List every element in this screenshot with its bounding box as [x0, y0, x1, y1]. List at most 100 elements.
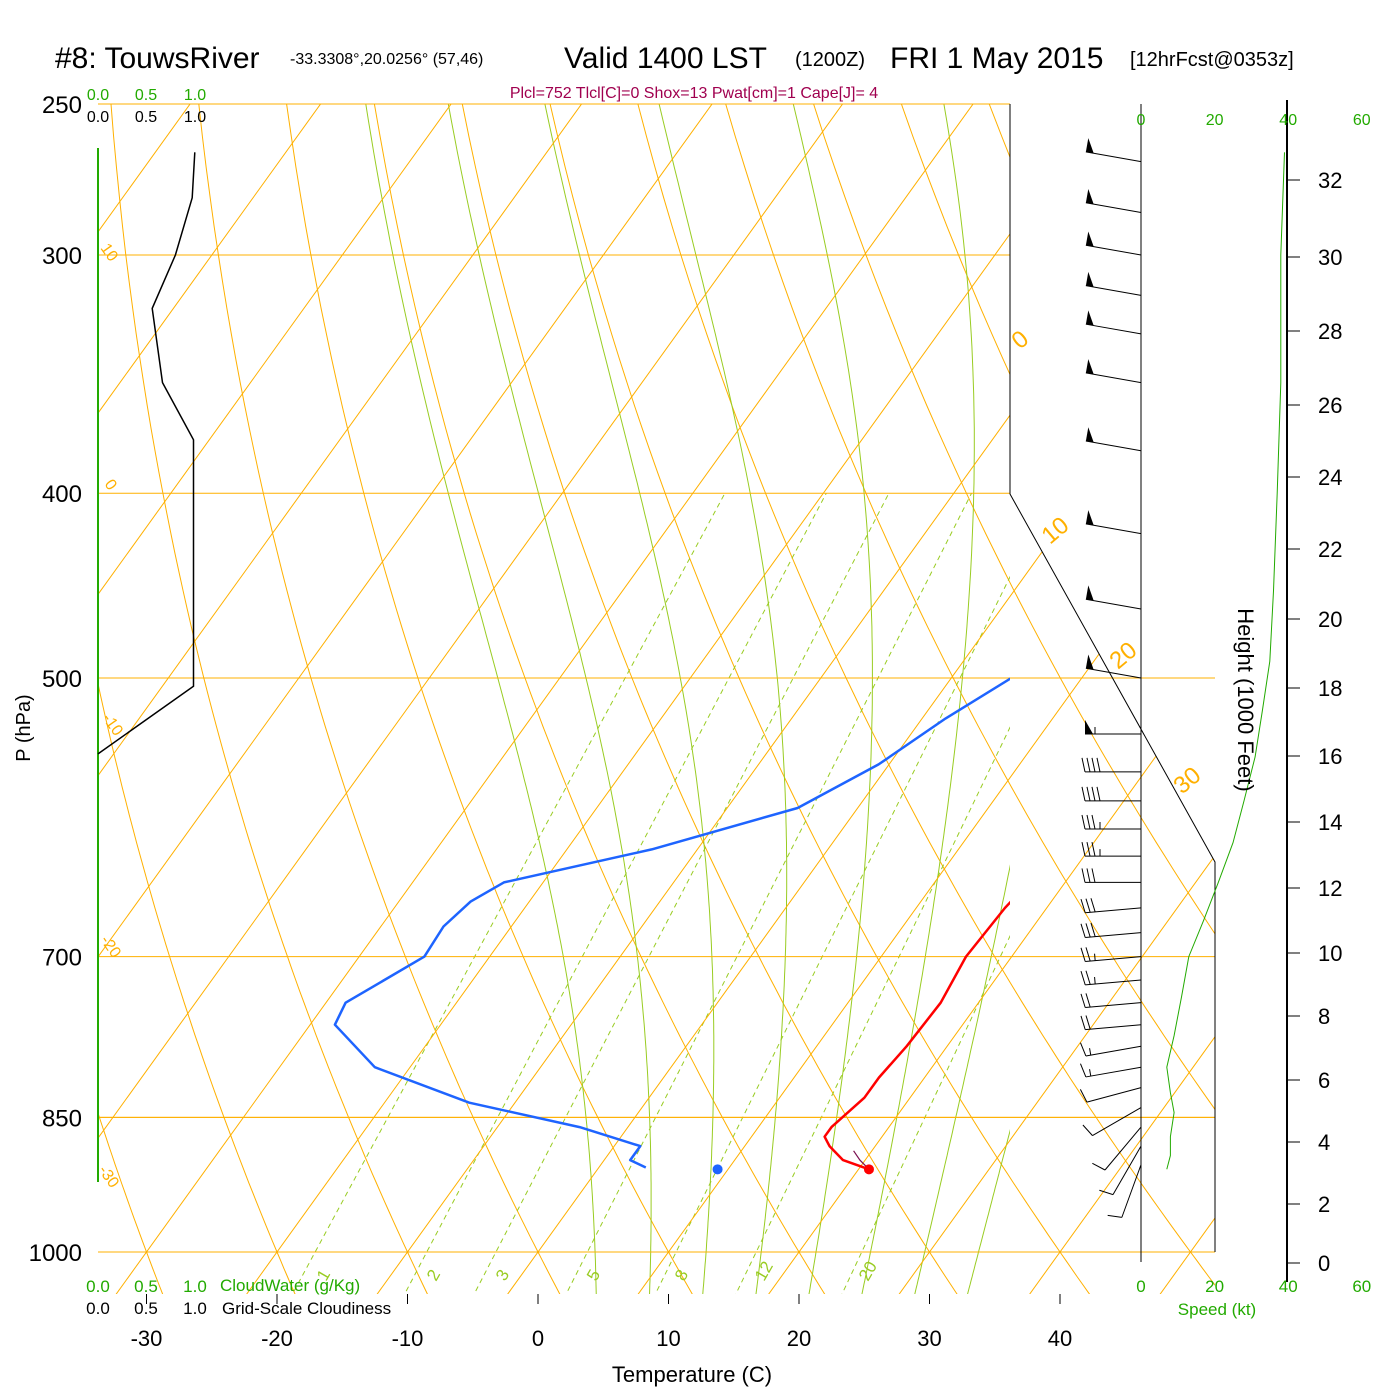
isotherm-label: 20 — [1105, 637, 1143, 675]
wind-barb — [1081, 757, 1141, 773]
height-tick-label: 2 — [1318, 1192, 1330, 1217]
moist-adiabat-line — [365, 104, 597, 1294]
isotherm-label: 30 — [1169, 762, 1207, 800]
title-forecast: [12hrFcst@0353z] — [1130, 49, 1294, 71]
height-tick-label: 22 — [1318, 537, 1342, 562]
mixing-ratio-line — [841, 934, 1010, 1294]
wind-barb — [1085, 138, 1142, 163]
moist-adiabat-line — [447, 104, 652, 1294]
wind-barb — [1080, 970, 1142, 986]
dry-adiabat-line — [628, 104, 1215, 1294]
wind-barb — [1085, 189, 1142, 213]
pressure-tick-label: 300 — [42, 243, 82, 270]
isotherm-line — [100, 104, 998, 1294]
pressure-tick-label: 400 — [42, 481, 82, 508]
wind-barb — [1085, 654, 1142, 679]
dry-adiabat-line — [98, 104, 306, 1294]
isotherm-label: 0 — [101, 477, 120, 494]
moist-adiabat-line — [861, 104, 975, 1294]
speed-tick-bottom-label: 20 — [1205, 1277, 1224, 1296]
cloudiness-tick-top-label: 0.5 — [135, 109, 157, 126]
isotherm-line — [98, 104, 737, 1294]
title-station: #8: TouwsRiver — [55, 42, 260, 75]
isotherm-line — [622, 104, 1215, 1294]
x-tick-label: 40 — [1048, 1326, 1072, 1351]
x-tick-label: -30 — [131, 1326, 163, 1351]
plot-frame — [97, 100, 1288, 1282]
moist-adiabat-line — [792, 104, 873, 1294]
wind-barb — [1081, 814, 1141, 830]
cloudwater-tick-top-label: 1.0 — [184, 87, 206, 104]
title-coords: -33.3308°,20.0256° (57,46) — [290, 51, 483, 68]
dry-adiabat-line — [1062, 104, 1215, 1294]
isotherm-line — [98, 104, 607, 1294]
y-axis-title: P (hPa) — [13, 694, 35, 761]
height-tick-label: 18 — [1318, 676, 1342, 701]
pressure-tick-label: 250 — [42, 92, 82, 119]
wind-barb — [1085, 231, 1142, 256]
cloudwater-tick-bottom-label: 0.0 — [86, 1277, 110, 1296]
height-tick-label: 10 — [1318, 941, 1342, 966]
height-tick-label: 32 — [1318, 168, 1342, 193]
height-tick-label: 30 — [1318, 245, 1342, 270]
x-tick-label: 0 — [532, 1326, 544, 1351]
x-tick-label: -20 — [261, 1326, 293, 1351]
wind-barb — [1092, 1126, 1142, 1171]
cloudiness-tick-top-label: 1.0 — [184, 109, 206, 126]
mixing-ratio-line — [654, 575, 1010, 1294]
height-tick-label: 16 — [1318, 744, 1342, 769]
dewpoint-profile — [333, 677, 1010, 1169]
mixing-ratio-line — [565, 492, 972, 1294]
isotherm-line — [752, 104, 1215, 1294]
speed-axis-title: Speed (kt) — [1178, 1300, 1256, 1319]
moist-adiabat-line — [967, 1129, 1010, 1294]
wind-barb — [1080, 922, 1142, 939]
title-utc: (1200Z) — [795, 49, 865, 71]
dry-adiabat-line — [0, 70, 38, 1316]
pressure-tick-label: 850 — [42, 1105, 82, 1132]
x-tick-label: 10 — [656, 1326, 680, 1351]
dry-adiabat-line — [108, 104, 439, 1294]
axis-labels: -30 -20 -10 0 10 20 30 402503004005007008501000… — [29, 87, 1372, 1351]
wind-barb — [1081, 868, 1141, 883]
cloudwater-tick-top-label: 0.5 — [135, 87, 157, 104]
pressure-tick-label: 1000 — [29, 1240, 82, 1267]
wind-barb — [1085, 510, 1142, 535]
height-axis-title: Height (1000 Feet) — [1233, 608, 1258, 791]
surface-temperature-dot — [863, 1164, 874, 1175]
dry-adiabat-line — [194, 104, 572, 1294]
cloudiness-title: Grid-Scale Cloudiness — [222, 1299, 391, 1318]
dry-adiabat-line — [368, 104, 839, 1294]
speed-tick-top-label: 20 — [1206, 112, 1224, 129]
title-date: FRI 1 May 2015 — [890, 42, 1103, 75]
dry-adiabat-line — [542, 104, 1106, 1294]
mixing-ratio-line — [291, 492, 726, 1294]
wind-barb — [1081, 786, 1141, 802]
wind-barb — [1080, 993, 1142, 1009]
mixing-ratio-line — [735, 726, 1010, 1294]
cloudwater-tick-bottom-label: 1.0 — [183, 1277, 207, 1296]
sounding-profiles — [333, 677, 1010, 1175]
wind-barb — [1080, 1063, 1142, 1078]
isotherm-label: 0 — [1007, 325, 1035, 354]
cloudwater-title: CloudWater (g/Kg) — [220, 1276, 360, 1295]
height-tick-label: 8 — [1318, 1004, 1330, 1029]
speed-tick-top-label: 40 — [1279, 112, 1297, 129]
height-tick-label: 4 — [1318, 1130, 1330, 1155]
height-tick-label: 24 — [1318, 465, 1342, 490]
cloudwater-tick-bottom-label: 0.5 — [134, 1277, 158, 1296]
isotherm-line — [491, 104, 1215, 1294]
wind-barb — [1085, 310, 1142, 335]
mixing-ratio-label: 8 — [671, 1266, 692, 1284]
cloudiness-line — [97, 152, 196, 755]
stability-indices: Plcl=752 Tlcl[C]=0 Shox=13 Pwat[cm]=1 Ca… — [510, 85, 878, 102]
mixing-ratio-label: 20 — [855, 1258, 881, 1284]
wind-barb — [1085, 271, 1142, 296]
mixing-ratio-label: 2 — [423, 1266, 444, 1284]
height-tick-label: 28 — [1318, 319, 1342, 344]
wind-barb — [1099, 1145, 1142, 1196]
wind-barb — [1079, 1087, 1142, 1103]
wind-barb — [1085, 585, 1142, 610]
wind-barb — [1081, 842, 1141, 857]
